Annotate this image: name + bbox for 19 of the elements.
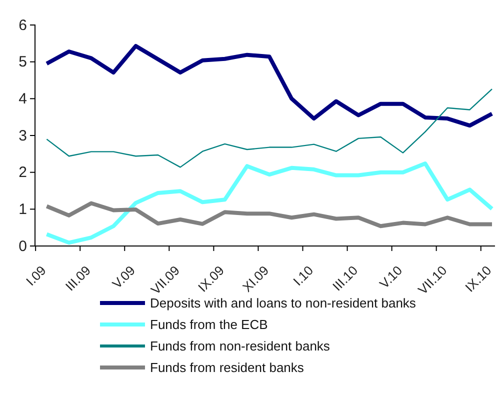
x-tick-label: I.09 <box>22 262 49 289</box>
line-series <box>44 161 494 245</box>
legend-label: Deposits with and loans to non-resident banks <box>150 296 416 311</box>
y-tick-label: 0 <box>18 238 27 255</box>
y-tick-label: 6 <box>18 16 27 34</box>
line-series <box>44 44 494 128</box>
y-tick-label: 5 <box>18 54 27 71</box>
legend-label: Funds from non-resident banks <box>150 338 330 354</box>
legend-label: Funds from resident banks <box>150 360 304 376</box>
y-tick-label: 3 <box>18 127 27 144</box>
legend-label: Funds from the ECB <box>150 317 268 332</box>
line-series <box>44 201 494 228</box>
y-tick-label: 2 <box>18 164 27 182</box>
x-tick-label: V.10 <box>376 262 406 292</box>
y-tick-label: 4 <box>18 90 27 108</box>
x-tick-label: I.10 <box>290 262 316 289</box>
line-series <box>46 88 493 168</box>
x-tick-label: V.09 <box>109 262 138 292</box>
y-tick-label: 1 <box>18 200 27 218</box>
